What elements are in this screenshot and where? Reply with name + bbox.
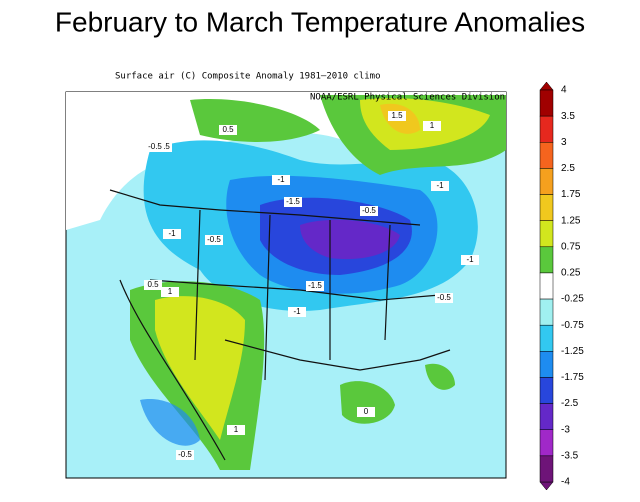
contour-label: -0.5: [148, 142, 162, 151]
colorbar-label: -2.5: [561, 398, 579, 409]
colorbar-label: -1.25: [561, 346, 584, 357]
colorbar-band: [539, 246, 554, 274]
colorbar-label: 4: [561, 85, 567, 96]
contour-label: -1: [293, 307, 301, 316]
contour-label-bg: [205, 235, 223, 245]
contour-label-bg: [461, 255, 479, 265]
colorbar-band: [539, 377, 554, 404]
contour-label: 1.5: [391, 111, 403, 120]
contour-label: -1.5: [308, 281, 322, 290]
contour-label-bg: [306, 281, 324, 291]
colorbar-band: [539, 89, 554, 117]
colorbar-label: -3.5: [561, 451, 579, 462]
zone: [140, 399, 200, 446]
colorbar-tip: [539, 481, 554, 491]
colorbar-band: [539, 220, 554, 248]
contour-label-bg: [272, 175, 290, 185]
colorbar-label: -0.25: [561, 294, 584, 305]
contour-label: 0.5: [222, 125, 234, 134]
contour-label: -1: [436, 181, 444, 190]
borders: [109, 189, 451, 461]
contour-label-bg: [431, 181, 449, 191]
contour-label: 0: [364, 407, 369, 416]
colorbar-band: [539, 272, 554, 300]
colorbar-band: [539, 194, 554, 221]
zone: [155, 296, 245, 440]
contour-label-bg: [163, 229, 181, 239]
colorbar-label: -1.75: [561, 372, 584, 383]
contour-label-bg: [144, 280, 162, 290]
contour-label-bg: [360, 206, 378, 216]
contour-label-bg: [176, 450, 194, 460]
contour-labels: 0.5 1.5 1 -0.5 -1 -1.5 -1 -0.5 -1 -0.5 -1.5 -1 -0.5 0…: [144, 111, 479, 460]
colorbar-band: [539, 403, 554, 430]
contour-label: 1: [234, 425, 239, 434]
colorbar-band: [539, 298, 554, 326]
colorbar-label: 1.75: [561, 189, 581, 200]
colorbar: 4 3.5 3 2.5 1.75 1.25 0.75 0.25 -0.25 -0.75 -1.25 -…: [539, 81, 584, 491]
colorbar-band: [539, 351, 554, 378]
contour-label: -0.5: [207, 235, 221, 244]
contour-label: -1: [277, 175, 285, 184]
contour-label-bg: [219, 125, 237, 135]
contour-label: -1.5: [286, 197, 300, 206]
map-subtitle: Surface air (C) Composite Anomaly 1981–2…: [115, 72, 381, 82]
colorbar-tip: [539, 81, 554, 91]
contour-label: -0.5: [437, 293, 451, 302]
colorbar-band: [539, 168, 554, 195]
contour-label-bg: [435, 293, 453, 303]
contour-label: 1: [430, 121, 435, 130]
contour-label: -1: [168, 229, 176, 238]
contour-label-bg: [288, 307, 306, 317]
colorbar-label: 3.5: [561, 111, 575, 122]
colorbar-band: [539, 115, 554, 143]
colorbar-band: [539, 324, 554, 352]
colorbar-band: [539, 429, 554, 457]
colorbar-band: [539, 142, 554, 169]
contour-label-bg: [227, 425, 245, 435]
contour-label: -1: [466, 255, 474, 264]
contour-label-bg: [357, 407, 375, 417]
colorbar-band: [539, 455, 554, 483]
colorbar-label: 0.25: [561, 268, 581, 279]
colorbar-label: -3: [561, 424, 570, 435]
zone: [300, 219, 400, 260]
colorbar-label: 3: [561, 137, 567, 148]
contour-label-bg: [161, 287, 179, 297]
colorbar-label: 0.75: [561, 241, 581, 252]
contour-label: 0.5: [147, 280, 159, 289]
colorbar-label: -4: [561, 477, 570, 488]
colorbar-label: 2.5: [561, 163, 575, 174]
contour-label: 1: [168, 287, 173, 296]
colorbar-label: 1.25: [561, 215, 581, 226]
contour-label-bg: [146, 142, 164, 152]
map-credit: NOAA/ESRL Physical Sciences Division: [310, 93, 505, 103]
contour-label: -0.5: [362, 206, 376, 215]
title: February to March Temperature Anomalies: [55, 6, 585, 37]
contour-label-bg: [284, 197, 302, 207]
colorbar-label: -0.75: [561, 320, 584, 331]
map: Surface air (C) Composite Anomaly 1981–2…: [65, 72, 507, 479]
zone: [425, 363, 455, 390]
zone: [340, 381, 395, 424]
contour-label-bg: [423, 121, 441, 131]
contour-label-bg: [388, 111, 406, 121]
contour-label: -0.5: [178, 450, 192, 459]
